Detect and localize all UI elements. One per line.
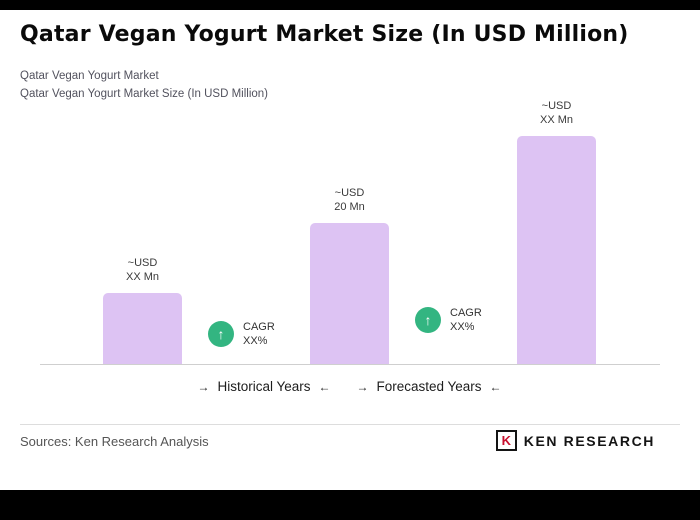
bar-historical	[103, 293, 182, 365]
cagr-badge-2: ↑ CAGR XX%	[415, 306, 482, 334]
cagr-badge-1: ↑ CAGR XX%	[208, 320, 275, 348]
left-arrow-icon: ←	[489, 379, 502, 394]
right-arrow-icon: →	[197, 379, 210, 394]
bar-value-label: ~USD 20 Mn	[334, 186, 365, 214]
left-arrow-icon: ←	[318, 379, 331, 394]
axis-label-text: Forecasted Years	[376, 379, 482, 394]
subtitle-line-2: Qatar Vegan Yogurt Market Size (In USD M…	[20, 88, 269, 100]
sources-text: Sources: Ken Research Analysis	[20, 434, 209, 449]
bar-value-label: ~USD XX Mn	[540, 99, 573, 127]
axis-label-text: Historical Years	[217, 379, 311, 394]
bar-label-line1: ~USD	[541, 100, 572, 112]
page-title: Qatar Vegan Yogurt Market Size (In USD M…	[20, 22, 629, 47]
up-arrow-icon: ↑	[415, 307, 441, 333]
ken-research-logo-text: KEN RESEARCH	[523, 432, 655, 449]
chart-subtitle: Qatar Vegan Yogurt Market Qatar Vegan Yo…	[20, 67, 520, 103]
cagr-value: XX%	[243, 335, 268, 347]
bar-label-line1: ~USD	[127, 257, 158, 269]
bar-middle	[310, 223, 389, 365]
up-arrow-icon: ↑	[208, 321, 234, 347]
subtitle-line-1: Qatar Vegan Yogurt Market	[20, 70, 159, 82]
right-arrow-icon: →	[356, 379, 369, 394]
axis-label-historical-years: → Historical Years ←	[144, 379, 384, 394]
cagr-value: XX%	[450, 321, 475, 333]
bar-forecast	[517, 136, 596, 365]
bar-label-line1: ~USD	[334, 187, 365, 199]
bar-group-historical: ~USD XX Mn	[103, 256, 182, 365]
x-axis-line	[40, 364, 660, 365]
bottom-black-bar	[0, 490, 700, 520]
footer-divider	[20, 424, 680, 425]
bar-group-forecast: ~USD XX Mn	[517, 99, 596, 365]
cagr-label: CAGR	[243, 321, 275, 333]
top-black-bar	[0, 0, 700, 10]
cagr-text: CAGR XX%	[450, 306, 482, 334]
bar-group-middle: ~USD 20 Mn	[310, 186, 389, 365]
cagr-label: CAGR	[450, 307, 482, 319]
bar-label-line2: XX Mn	[539, 114, 573, 126]
bar-value-label: ~USD XX Mn	[126, 256, 159, 284]
ken-research-logo: K KEN RESEARCH	[495, 430, 655, 451]
ken-research-logo-icon: K	[495, 430, 517, 451]
bar-label-line2: 20 Mn	[334, 201, 365, 213]
axis-label-forecasted-years: → Forecasted Years ←	[309, 379, 549, 394]
bar-label-line2: XX Mn	[125, 271, 159, 283]
cagr-text: CAGR XX%	[243, 320, 275, 348]
